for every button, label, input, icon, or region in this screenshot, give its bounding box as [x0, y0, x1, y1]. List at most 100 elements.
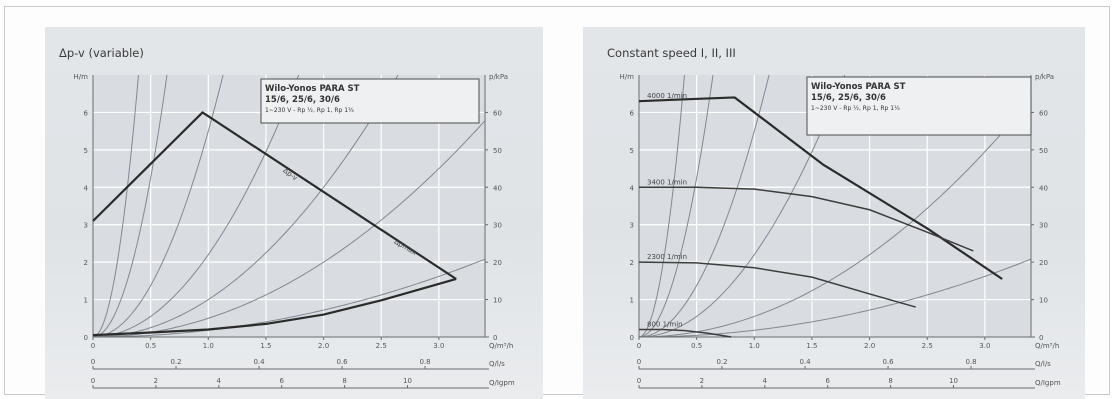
y-tick-label: 5 [84, 147, 88, 155]
y2-tick-label: 30 [493, 222, 502, 230]
secondary-tick-label: 0.8 [419, 358, 430, 366]
x-axis-label: Q/m³/h [1035, 342, 1059, 350]
secondary-tick-label: 0 [91, 358, 95, 366]
x-tick-label: 2.0 [864, 342, 875, 350]
secondary-axis-label: Q/Igpm [489, 379, 515, 387]
info-box-note: 1~230 V - Rp ½, Rp 1, Rp 1¼ [811, 105, 900, 112]
y-tick-label: 3 [84, 222, 88, 230]
secondary-tick-label: 8 [342, 377, 346, 385]
info-box [806, 76, 1032, 136]
x-tick-label: 1.5 [806, 342, 817, 350]
secondary-tick-label: 0 [637, 358, 641, 366]
y2-tick-label: 30 [1039, 222, 1048, 230]
chart-title: Constant speed I, II, III [607, 46, 736, 60]
x-tick-label: 2.5 [922, 342, 933, 350]
y-tick-label: 4 [84, 184, 89, 192]
y-tick-label: 2 [84, 259, 88, 267]
system-curve [92, 74, 399, 338]
secondary-tick-label: 4 [217, 377, 222, 385]
info-box-note: 1~230 V - Rp ½, Rp 1, Rp 1¼ [265, 107, 354, 114]
series-line [638, 261, 916, 308]
info-box-title: Wilo-Yonos PARA ST [811, 82, 906, 92]
series-label: 3400 1/min [647, 178, 687, 186]
secondary-axis-label: Q/Igpm [1035, 379, 1061, 387]
secondary-tick-label: 0.4 [253, 358, 265, 366]
secondary-axis-label: Q/l/s [1035, 360, 1051, 368]
y2-tick-label: 60 [1039, 109, 1048, 117]
y2-tick-label: 60 [493, 109, 502, 117]
chart-svg-constant-speed: Constant speed I, II, III 0 0.5 1.0 1.5 2.0 2.… [607, 46, 1061, 389]
info-box-subtitle: 15/6, 25/6, 30/6 [265, 95, 340, 105]
series-line [639, 186, 974, 252]
series-line [92, 277, 457, 337]
x-tick-label: 0.5 [691, 342, 702, 350]
x-tick-label: 1.5 [260, 342, 271, 350]
chart-svg-delta-p-v: Δp-v (variable) 0 0.5 1.0 1.5 2.0 2.5 3.0 0 1 2 3 4 5… [59, 46, 515, 389]
system-curve [92, 258, 486, 338]
y-tick-label: 1 [630, 297, 634, 305]
secondary-tick-label: 2 [154, 377, 158, 385]
system-curve [92, 74, 300, 338]
system-curve [92, 74, 139, 338]
y-tick-label: 1 [84, 297, 88, 305]
secondary-tick-label: 0 [91, 377, 95, 385]
y2-tick-label: 40 [493, 184, 502, 192]
info-box [260, 78, 480, 124]
chart-panel-delta-p-v: Δp-v (variable) 0 0.5 1.0 1.5 2.0 2.5 3.0 0 1 2 3 4 5… [45, 27, 543, 399]
secondary-tick-label: 10 [949, 377, 958, 385]
secondary-tick-label: 0.4 [799, 358, 811, 366]
y2-tick-label: 0 [493, 334, 497, 342]
y2-axis-label: p/kPa [489, 73, 508, 81]
x-tick-label: 0 [91, 342, 95, 350]
secondary-tick-label: 8 [888, 377, 892, 385]
y-tick-label: 6 [630, 109, 635, 117]
y-tick-label: 0 [630, 334, 634, 342]
y-axis-label: H/m [74, 73, 89, 81]
info-box-subtitle: 15/6, 25/6, 30/6 [811, 93, 886, 103]
y-tick-label: 0 [84, 334, 88, 342]
secondary-axis-label: Q/l/s [489, 360, 505, 368]
x-tick-label: 2.0 [318, 342, 329, 350]
y-tick-label: 2 [630, 259, 634, 267]
secondary-tick-label: 0 [637, 377, 641, 385]
secondary-tick-label: 10 [403, 377, 412, 385]
series-label: 4000 1/min [647, 92, 687, 100]
x-tick-label: 0.5 [145, 342, 156, 350]
series-line [92, 111, 457, 280]
y-tick-label: 5 [630, 147, 634, 155]
secondary-tick-label: 0.6 [882, 358, 894, 366]
x-tick-label: 2.5 [376, 342, 387, 350]
series-label: 800 1/min [647, 321, 683, 329]
x-tick-label: 1.0 [203, 342, 214, 350]
x-tick-label: 3.0 [979, 342, 990, 350]
y2-tick-label: 50 [493, 147, 502, 155]
secondary-tick-label: 6 [825, 377, 830, 385]
x-tick-label: 1.0 [749, 342, 760, 350]
series-line [639, 328, 732, 338]
info-box-title: Wilo-Yonos PARA ST [265, 84, 360, 94]
figure-frame: Δp-v (variable) 0 0.5 1.0 1.5 2.0 2.5 3.0 0 1 2 3 4 5… [4, 6, 1110, 399]
secondary-tick-label: 0.2 [716, 358, 727, 366]
secondary-tick-label: 0.8 [965, 358, 976, 366]
chart-title: Δp-v (variable) [59, 46, 144, 60]
x-tick-label: 3.0 [433, 342, 444, 350]
secondary-tick-label: 4 [763, 377, 768, 385]
secondary-tick-label: 2 [700, 377, 704, 385]
system-curve [92, 74, 224, 338]
system-curve [638, 258, 1032, 338]
system-curve [92, 120, 486, 338]
y2-tick-label: 0 [1039, 334, 1043, 342]
y2-tick-label: 20 [1039, 259, 1048, 267]
system-curve [92, 74, 168, 338]
y2-tick-label: 40 [1039, 184, 1048, 192]
y-axis-label: H/m [620, 73, 635, 81]
y2-tick-label: 10 [1039, 297, 1048, 305]
y2-tick-label: 10 [493, 297, 502, 305]
chart-panel-constant-speed: Constant speed I, II, III 0 0.5 1.0 1.5 2.0 2.… [583, 27, 1085, 399]
y-tick-label: 3 [630, 222, 634, 230]
y-tick-label: 4 [630, 184, 635, 192]
y-tick-label: 6 [84, 109, 89, 117]
secondary-tick-label: 0.6 [336, 358, 348, 366]
series-label: 2300 1/min [647, 253, 687, 261]
system-curve [638, 98, 1032, 338]
